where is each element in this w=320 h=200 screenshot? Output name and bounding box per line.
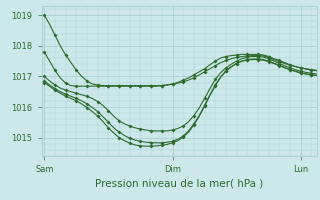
X-axis label: Pression niveau de la mer( hPa ): Pression niveau de la mer( hPa ): [95, 178, 263, 188]
